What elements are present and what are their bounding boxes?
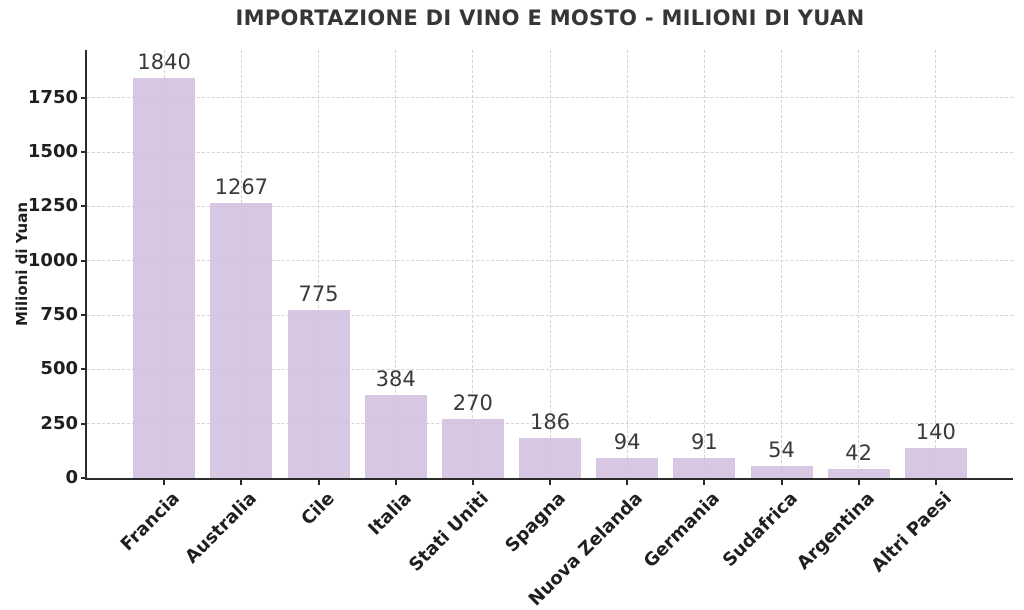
bar xyxy=(441,419,504,478)
x-tick-mark xyxy=(780,480,783,485)
bar-value-label: 775 xyxy=(298,281,339,306)
x-tick-label: Francia xyxy=(116,488,185,556)
x-axis-line xyxy=(85,478,1013,480)
x-tick-label: Sudafrica xyxy=(718,488,802,572)
bar xyxy=(750,466,813,478)
x-gridline xyxy=(781,50,782,478)
y-gridline xyxy=(87,151,1013,153)
x-tick-mark xyxy=(240,480,243,485)
bar-value-label: 94 xyxy=(613,429,641,454)
y-gridline xyxy=(87,97,1013,99)
y-tick-mark xyxy=(81,259,87,262)
bar-value-label: 270 xyxy=(452,391,493,416)
y-tick-mark xyxy=(81,96,87,99)
x-tick-mark xyxy=(471,480,474,485)
x-gridline xyxy=(472,50,474,478)
bar xyxy=(596,457,659,478)
bar xyxy=(673,458,736,478)
x-gridline xyxy=(858,50,860,478)
x-gridline xyxy=(703,50,705,478)
bar xyxy=(904,447,967,478)
bar-value-label: 54 xyxy=(768,438,795,463)
y-tick-label: 1000 xyxy=(27,249,78,271)
x-tick-mark xyxy=(703,480,706,485)
y-tick-label: 250 xyxy=(40,412,78,434)
x-tick-label: Spagna xyxy=(501,488,570,557)
y-gridline xyxy=(87,205,1013,207)
x-gridline xyxy=(626,50,628,478)
y-gridline xyxy=(87,260,1013,262)
y-tick-mark xyxy=(81,314,87,317)
x-gridline xyxy=(395,50,397,478)
x-tick-label: Germania xyxy=(640,488,725,573)
x-gridline xyxy=(935,50,937,478)
x-tick-label: Argentina xyxy=(792,488,879,574)
y-tick-label: 0 xyxy=(65,467,78,488)
bar-value-label: 1840 xyxy=(137,50,191,75)
bar-value-label: 186 xyxy=(529,409,571,434)
y-tick-label: 750 xyxy=(40,304,78,326)
y-tick-label: 1750 xyxy=(27,86,78,108)
y-tick-mark xyxy=(81,205,87,208)
x-tick-label: Australia xyxy=(181,488,262,568)
bar xyxy=(133,78,196,478)
x-tick-label: Altri Paesi xyxy=(867,488,956,577)
bar xyxy=(287,309,350,478)
y-tick-label: 1250 xyxy=(27,195,78,217)
y-gridline xyxy=(87,368,1013,370)
bar xyxy=(519,437,581,478)
x-tick-label: Italia xyxy=(363,488,416,540)
bar-value-label: 42 xyxy=(845,440,873,465)
bar-value-label: 140 xyxy=(915,419,956,444)
y-tick-label: 1500 xyxy=(27,141,78,163)
y-tick-mark xyxy=(81,368,87,371)
x-tick-mark xyxy=(317,480,320,485)
y-tick-mark xyxy=(81,422,87,425)
y-tick-label: 500 xyxy=(40,358,78,380)
x-tick-mark xyxy=(857,480,860,485)
chart-title: IMPORTAZIONE DI VINO E MOSTO - MILIONI D… xyxy=(235,6,865,30)
bar-value-label: 384 xyxy=(375,366,416,391)
y-tick-mark xyxy=(81,151,87,154)
x-tick-mark xyxy=(626,480,629,485)
y-axis-line xyxy=(85,50,87,480)
bar-value-label: 1267 xyxy=(214,174,269,199)
x-gridline xyxy=(549,50,551,478)
bar-value-label: 91 xyxy=(690,430,718,455)
x-tick-mark xyxy=(163,480,166,485)
x-gridline xyxy=(318,50,319,478)
x-tick-label: Cile xyxy=(296,488,339,530)
x-tick-mark xyxy=(549,480,551,485)
y-gridline xyxy=(87,314,1013,316)
y-tick-mark xyxy=(81,477,87,479)
y-gridline xyxy=(87,423,1013,425)
bar xyxy=(210,202,273,478)
bar xyxy=(827,468,890,478)
x-tick-mark xyxy=(934,480,937,485)
x-tick-label: Stati Uniti xyxy=(404,488,493,576)
bar xyxy=(364,394,427,478)
x-tick-mark xyxy=(394,480,397,485)
